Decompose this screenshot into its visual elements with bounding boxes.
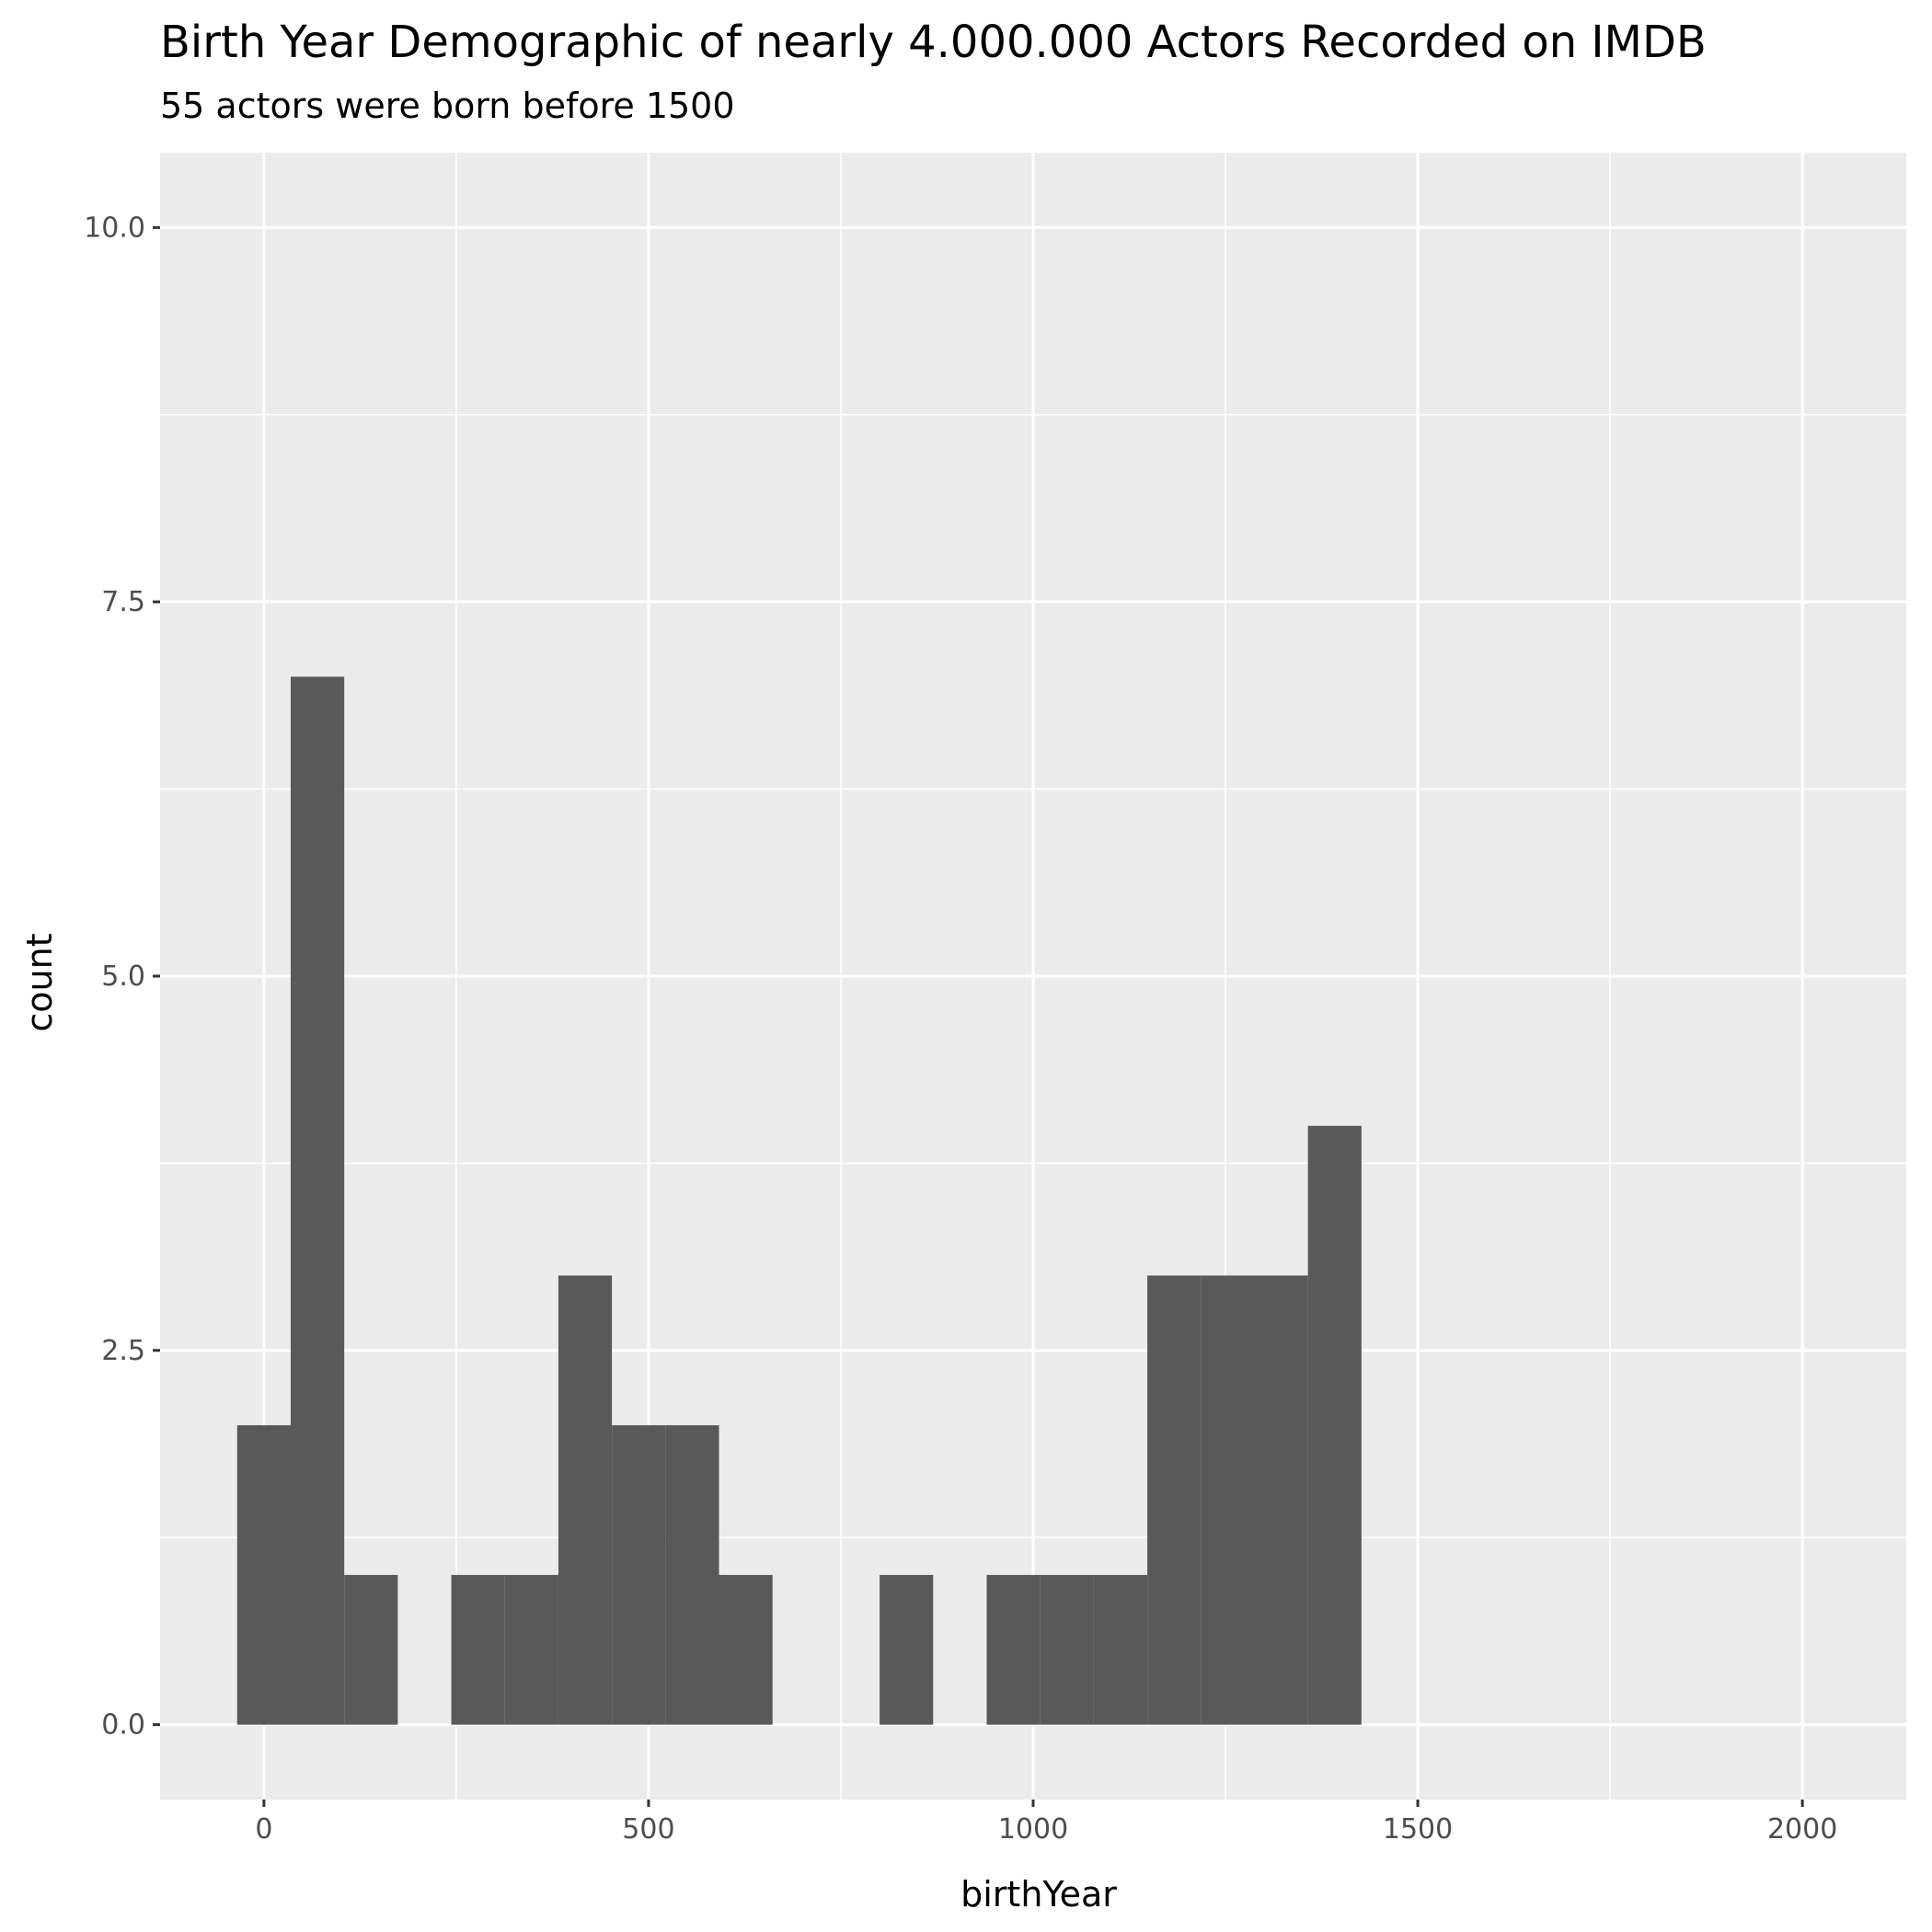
histogram-bar: [665, 1425, 719, 1725]
chart-subtitle: 55 actors were born before 1500: [160, 86, 735, 126]
chart-title: Birth Year Demographic of nearly 4.000.0…: [160, 17, 1707, 68]
y-tick-label: 5.0: [101, 960, 145, 993]
histogram-bar: [880, 1574, 934, 1725]
x-axis-title: birthYear: [960, 1874, 1117, 1915]
histogram-bar: [290, 676, 345, 1725]
histogram-bar: [612, 1425, 666, 1725]
histogram-bar: [558, 1275, 613, 1725]
histogram-bar: [1093, 1574, 1148, 1725]
histogram-bar: [1147, 1275, 1202, 1725]
y-tick-label: 10.0: [84, 212, 145, 244]
x-tick-label: 1000: [998, 1813, 1068, 1846]
x-tick-label: 500: [622, 1813, 674, 1846]
y-axis-title: count: [19, 933, 60, 1031]
histogram-bar: [236, 1425, 291, 1725]
histogram-bar: [1040, 1574, 1094, 1725]
histogram-bars: [236, 676, 1362, 1725]
x-axis: 0 500 1000 1500 2000: [255, 1800, 1837, 1846]
x-tick-label: 1500: [1383, 1813, 1453, 1846]
y-axis: 0.0 2.5 5.0 7.5 10.0: [84, 212, 160, 1742]
histogram-bar: [719, 1574, 773, 1725]
histogram-bar: [1307, 1125, 1362, 1725]
histogram-bar: [451, 1574, 505, 1725]
x-tick-label: 2000: [1767, 1813, 1837, 1846]
histogram-bar: [344, 1574, 398, 1725]
histogram-bar: [504, 1574, 558, 1725]
y-tick-label: 2.5: [101, 1335, 145, 1367]
histogram-bar: [1201, 1275, 1255, 1725]
histogram-bar: [1254, 1275, 1308, 1725]
x-tick-label: 0: [255, 1813, 272, 1846]
y-tick-label: 7.5: [101, 586, 145, 618]
histogram-bar: [986, 1574, 1041, 1725]
y-tick-label: 0.0: [101, 1709, 145, 1742]
